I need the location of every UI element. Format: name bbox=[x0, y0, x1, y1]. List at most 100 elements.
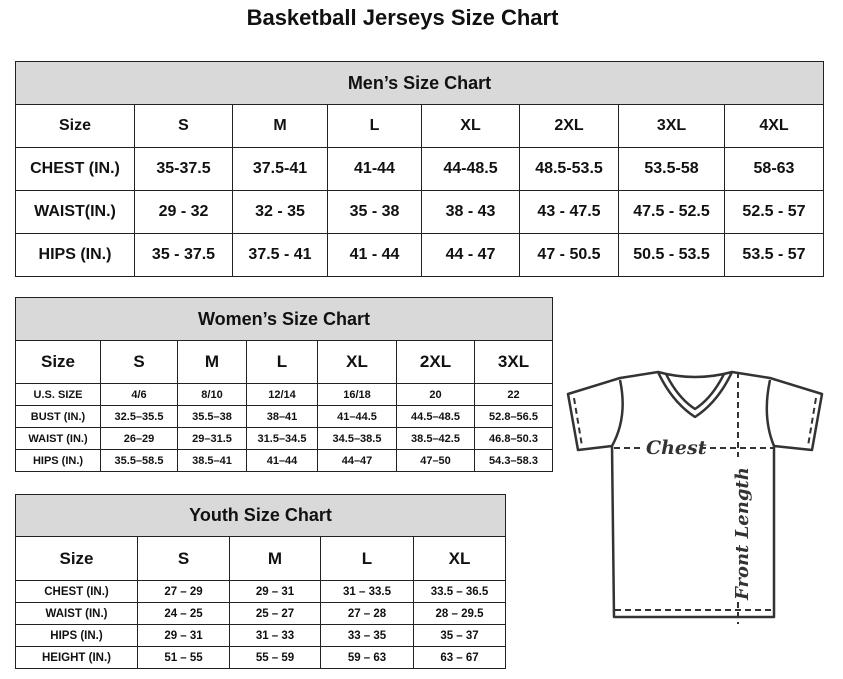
table-row: HIPS (IN.) 35.5–58.5 38.5–41 41–44 44–47 47–5… bbox=[15, 449, 554, 472]
table-row: WAIST(IN.) 29 - 32 32 - 35 35 - 38 38 - 43 43… bbox=[15, 190, 824, 234]
measurement-cell: 38 - 43 bbox=[421, 190, 520, 234]
measurement-cell: 44-48.5 bbox=[421, 147, 520, 191]
measurement-cell: 32.5–35.5 bbox=[100, 405, 178, 428]
measurement-cell: 20 bbox=[396, 383, 475, 406]
table-row: HIPS (IN.) 29 – 31 31 – 33 33 – 35 35 – 37 bbox=[15, 624, 507, 647]
measurement-cell: 29–31.5 bbox=[177, 427, 247, 450]
measurement-cell: 48.5-53.5 bbox=[519, 147, 619, 191]
measurement-cell: 43 - 47.5 bbox=[519, 190, 619, 234]
table-header-row: Size S M L XL 2XL 3XL bbox=[15, 340, 554, 384]
row-label-cell: CHEST (IN.) bbox=[15, 147, 135, 191]
measurement-cell: 22 bbox=[473, 383, 554, 406]
size-header-cell: S bbox=[100, 340, 178, 384]
size-header-cell: M bbox=[177, 340, 247, 384]
mens-size-table: Men’s Size Chart Size S M L XL 2XL 3XL 4XL CHES… bbox=[15, 61, 824, 277]
front-length-label: Front Length bbox=[732, 467, 753, 601]
measurement-cell: 52.5 - 57 bbox=[724, 190, 824, 234]
table-header-row: Size S M L XL 2XL 3XL 4XL bbox=[15, 104, 824, 148]
measurement-cell: 16/18 bbox=[317, 383, 397, 406]
measurement-cell: 29 - 32 bbox=[134, 190, 233, 234]
measurement-cell: 44 - 47 bbox=[421, 233, 520, 277]
size-header-cell: XL bbox=[421, 104, 520, 148]
size-header-cell: XL bbox=[317, 340, 397, 384]
row-label-cell: WAIST (IN.) bbox=[15, 602, 138, 625]
measurement-cell: 35 - 37.5 bbox=[134, 233, 233, 277]
measurement-cell: 37.5-41 bbox=[232, 147, 328, 191]
measurement-cell: 44–47 bbox=[317, 449, 397, 472]
measurement-cell: 8/10 bbox=[177, 383, 247, 406]
size-header-cell: 3XL bbox=[618, 104, 725, 148]
row-label-cell: WAIST(IN.) bbox=[15, 190, 135, 234]
measurement-cell: 51 – 55 bbox=[137, 646, 230, 669]
youth-size-table: Youth Size Chart Size S M L XL CHEST (IN.) 27… bbox=[14, 494, 507, 669]
measurement-cell: 58-63 bbox=[724, 147, 824, 191]
measurement-cell: 38–41 bbox=[246, 405, 318, 428]
measurement-cell: 38.5–41 bbox=[177, 449, 247, 472]
size-header-cell: 2XL bbox=[396, 340, 475, 384]
size-header-cell: 2XL bbox=[519, 104, 619, 148]
size-header-cell: 4XL bbox=[724, 104, 824, 148]
size-header-cell: S bbox=[134, 104, 233, 148]
size-header-cell: L bbox=[246, 340, 318, 384]
measurement-cell: 53.5 - 57 bbox=[724, 233, 824, 277]
measurement-cell: 47 - 50.5 bbox=[519, 233, 619, 277]
size-label-cell: Size bbox=[15, 104, 135, 148]
table-row: HIPS (IN.) 35 - 37.5 37.5 - 41 41 - 44 44 - … bbox=[15, 233, 824, 277]
table-row: CHEST (IN.) 35-37.5 37.5-41 41-44 44-48.5 48.… bbox=[15, 147, 824, 191]
row-label-cell: BUST (IN.) bbox=[15, 405, 101, 428]
measurement-cell: 47.5 - 52.5 bbox=[618, 190, 725, 234]
size-header-cell: XL bbox=[412, 536, 507, 581]
measurement-cell: 31.5–34.5 bbox=[246, 427, 318, 450]
row-label-cell: CHEST (IN.) bbox=[15, 580, 138, 603]
measurement-cell: 44.5–48.5 bbox=[396, 405, 475, 428]
measurement-cell: 47–50 bbox=[396, 449, 475, 472]
measurement-cell: 38.5–42.5 bbox=[396, 427, 475, 450]
measurement-cell: 53.5-58 bbox=[618, 147, 725, 191]
measurement-cell: 35.5–38 bbox=[177, 405, 247, 428]
measurement-cell: 27 – 29 bbox=[137, 580, 230, 603]
measurement-cell: 33.5 – 36.5 bbox=[412, 580, 507, 603]
measurement-cell: 41–44 bbox=[246, 449, 318, 472]
size-header-cell: M bbox=[232, 104, 328, 148]
measurement-cell: 54.3–58.3 bbox=[473, 449, 554, 472]
measurement-cell: 27 – 28 bbox=[320, 602, 414, 625]
measurement-cell: 35 - 38 bbox=[327, 190, 422, 234]
measurement-cell: 28 – 29.5 bbox=[412, 602, 507, 625]
table-row: U.S. SIZE 4/6 8/10 12/14 16/18 20 22 bbox=[15, 383, 554, 406]
measurement-cell: 59 – 63 bbox=[320, 646, 414, 669]
size-header-cell: 3XL bbox=[473, 340, 554, 384]
measurement-cell: 41–44.5 bbox=[317, 405, 397, 428]
chest-label: Chest bbox=[646, 437, 707, 459]
measurement-cell: 4/6 bbox=[100, 383, 178, 406]
size-header-cell: M bbox=[229, 536, 321, 581]
measurement-cell: 25 – 27 bbox=[229, 602, 321, 625]
size-header-cell: S bbox=[137, 536, 230, 581]
measurement-cell: 31 – 33.5 bbox=[320, 580, 414, 603]
measurement-cell: 35-37.5 bbox=[134, 147, 233, 191]
measurement-cell: 52.8–56.5 bbox=[473, 405, 554, 428]
measurement-cell: 55 – 59 bbox=[229, 646, 321, 669]
measurement-cell: 24 – 25 bbox=[137, 602, 230, 625]
row-label-cell: HIPS (IN.) bbox=[15, 449, 101, 472]
measurement-cell: 41-44 bbox=[327, 147, 422, 191]
table-caption: Women’s Size Chart bbox=[14, 297, 554, 341]
page-title: Basketball Jerseys Size Chart bbox=[246, 5, 559, 30]
measurement-cell: 12/14 bbox=[246, 383, 318, 406]
size-label-cell: Size bbox=[15, 340, 101, 384]
row-label-cell: HIPS (IN.) bbox=[15, 233, 135, 277]
table-header-row: Size S M L XL bbox=[15, 536, 507, 581]
size-label-cell: Size bbox=[15, 536, 138, 581]
table-caption: Youth Size Chart bbox=[14, 494, 507, 537]
row-label-cell: WAIST (IN.) bbox=[15, 427, 101, 450]
table-row: CHEST (IN.) 27 – 29 29 – 31 31 – 33.5 33.5 –… bbox=[15, 580, 507, 603]
measurement-cell: 29 – 31 bbox=[137, 624, 230, 647]
measurement-cell: 46.8–50.3 bbox=[473, 427, 554, 450]
table-row: WAIST (IN.) 26–29 29–31.5 31.5–34.5 34.5–38.… bbox=[15, 427, 554, 450]
row-label-cell: U.S. SIZE bbox=[15, 383, 101, 406]
measurement-cell: 29 – 31 bbox=[229, 580, 321, 603]
measurement-cell: 35.5–58.5 bbox=[100, 449, 178, 472]
womens-size-table: Women’s Size Chart Size S M L XL 2XL 3XL U.S. … bbox=[14, 297, 554, 472]
measurement-cell: 31 – 33 bbox=[229, 624, 321, 647]
measurement-cell: 33 – 35 bbox=[320, 624, 414, 647]
measurement-cell: 37.5 - 41 bbox=[232, 233, 328, 277]
